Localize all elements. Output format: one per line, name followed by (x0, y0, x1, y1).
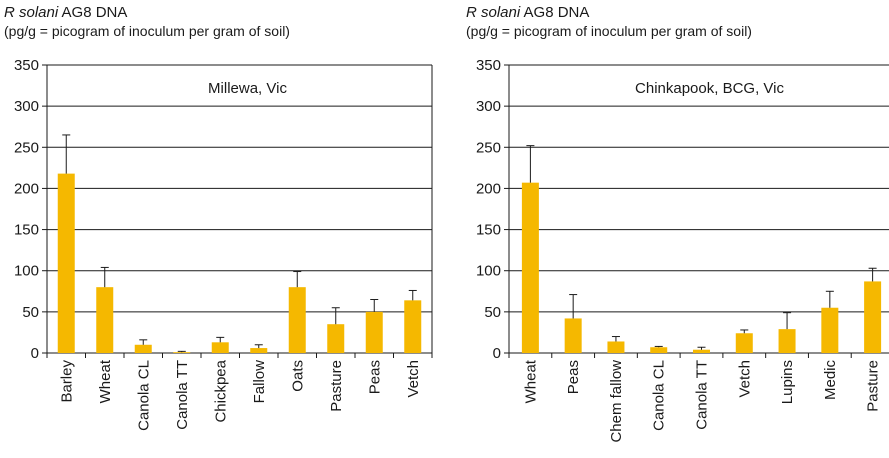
chart-title: R solani AG8 DNA (4, 4, 127, 22)
x-tick-label: Medic (822, 360, 839, 401)
bar-canola-cl (134, 344, 152, 353)
x-tick-label: Canola CL (135, 360, 152, 431)
x-tick-label: Peas (565, 360, 582, 394)
x-tick-label: Lupins (779, 360, 796, 404)
bar-barley (57, 173, 75, 353)
bar-vetch (404, 300, 422, 353)
site-label: Millewa, Vic (208, 80, 287, 97)
x-tick-label: Pasture (865, 360, 882, 412)
y-tick-label: 300 (476, 98, 501, 115)
title-species: R solani (4, 4, 59, 21)
x-tick-label: Oats (289, 360, 306, 392)
x-tick-label: Wheat (522, 359, 539, 403)
x-tick-label: Canola CL (651, 360, 668, 431)
bar-canola-tt (693, 349, 710, 353)
x-tick-label: Barley (58, 360, 75, 403)
bar-wheat (521, 182, 539, 353)
y-tick-label: 200 (476, 180, 501, 197)
bar-medic (821, 307, 839, 353)
y-tick-label: 150 (14, 222, 39, 239)
y-tick-label: 350 (14, 57, 39, 74)
bar-canola-cl (650, 347, 668, 353)
site-label: Chinkapook, BCG, Vic (635, 80, 784, 97)
y-tick-label: 300 (14, 98, 39, 115)
title-rest: AG8 DNA (58, 4, 128, 21)
bar-lupins (778, 329, 796, 353)
y-tick-label: 50 (22, 304, 39, 321)
y-tick-label: 150 (476, 222, 501, 239)
bar-chart-chinkapook: 0 50 100 150 200 250 300 350 Chinkapook, BCG, Vi… (476, 57, 889, 443)
x-tick-label: Peas (366, 360, 383, 394)
y-tick-label: 50 (484, 304, 501, 321)
x-tick-label: Wheat (97, 359, 114, 403)
bar-chem-fallow (607, 341, 625, 353)
y-tick-label: 350 (476, 57, 501, 74)
bar-peas (564, 318, 582, 353)
bar-fallow (250, 348, 268, 353)
y-tick-label: 250 (14, 139, 39, 156)
chart-subtitle: (pg/g = picogram of inoculum per gram of… (466, 23, 752, 39)
y-tick-label: 100 (476, 263, 501, 280)
x-tick-label: Fallow (251, 360, 268, 404)
bar-canola-tt (173, 352, 191, 353)
chart-panel-chinkapook: R solani AG8 DNA (pg/g = picogram of ino… (462, 0, 889, 458)
chart-title: R solani AG8 DNA (466, 4, 589, 22)
bar-wheat (96, 287, 114, 353)
x-tick-label: Canola TT (174, 360, 191, 430)
y-tick-label: 0 (493, 345, 501, 362)
y-tick-label: 100 (14, 263, 39, 280)
chart-panel-millewa: R solani AG8 DNA (pg/g = picogram of ino… (0, 0, 440, 458)
chart-subtitle: (pg/g = picogram of inoculum per gram of… (4, 23, 290, 39)
y-tick-label: 250 (476, 139, 501, 156)
x-tick-label: Chem fallow (608, 360, 625, 443)
title-species: R solani (466, 4, 521, 21)
x-tick-label: Chickpea (212, 359, 229, 422)
x-tick-label: Canola TT (694, 360, 711, 430)
x-tick-label: Vetch (405, 360, 422, 398)
bar-oats (288, 287, 306, 353)
bar-vetch (735, 333, 753, 353)
y-tick-label: 0 (31, 345, 39, 362)
bar-pasture (864, 281, 882, 353)
x-tick-label: Vetch (736, 360, 753, 398)
bar-chickpea (211, 342, 229, 353)
bar-chart-millewa: 0 50 100 150 200 250 300 350 Millewa, Vic Barley W… (14, 57, 433, 431)
bar-peas (365, 311, 383, 353)
y-tick-label: 200 (14, 180, 39, 197)
title-rest: AG8 DNA (520, 4, 590, 21)
bar-pasture (327, 324, 345, 353)
x-tick-label: Pasture (328, 360, 345, 412)
